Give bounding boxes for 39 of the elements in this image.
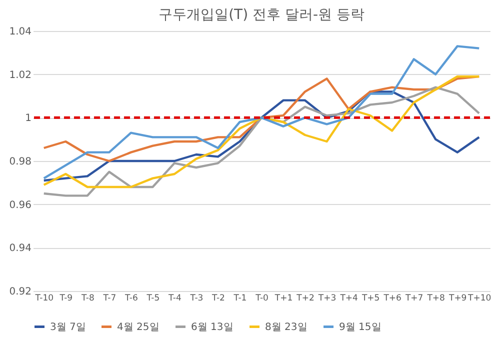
legend-label: 9월 15일 bbox=[339, 322, 382, 333]
line-series bbox=[42, 75, 480, 162]
x-tick-label: T+1 bbox=[274, 294, 293, 304]
x-tick-label: T+7 bbox=[404, 294, 424, 304]
x-tick-label: T+9 bbox=[448, 294, 467, 304]
x-tick-label: T+3 bbox=[317, 294, 336, 304]
x-tick-label: T-7 bbox=[102, 294, 116, 304]
x-tick-label: T-9 bbox=[58, 294, 73, 304]
x-tick-label: T-4 bbox=[168, 294, 182, 304]
x-tick-label: T+6 bbox=[382, 294, 402, 304]
x-tick-label: T+2 bbox=[296, 294, 314, 304]
x-tick-label: T-2 bbox=[211, 294, 225, 304]
line-series bbox=[42, 86, 480, 197]
y-tick-label: 0.98 bbox=[9, 156, 32, 168]
x-tick-label: T-8 bbox=[80, 294, 94, 304]
y-tick-label: 0.94 bbox=[9, 243, 32, 254]
legend-label: 4월 25일 bbox=[117, 322, 160, 333]
line-series bbox=[42, 75, 480, 188]
x-tick-label: T-0 bbox=[254, 294, 268, 304]
legend-label: 3월 7일 bbox=[50, 322, 86, 333]
line-series bbox=[42, 90, 480, 182]
x-tick-label: T+8 bbox=[426, 294, 445, 304]
x-tick-label: T-1 bbox=[232, 294, 247, 304]
legend-label: 6월 13일 bbox=[191, 322, 234, 333]
chart-title: 구두개입일(T) 전후 달러-원 등락 bbox=[158, 7, 364, 23]
x-tick-label: T+5 bbox=[360, 294, 380, 304]
legend-label: 8월 23일 bbox=[265, 322, 308, 333]
y-tick-label: 1.02 bbox=[9, 70, 32, 81]
x-tick-label: T-6 bbox=[124, 294, 138, 304]
y-tick-label: 0.92 bbox=[9, 286, 32, 298]
y-tick-label: 1.04 bbox=[9, 26, 32, 38]
y-tick-label: 1 bbox=[25, 113, 32, 124]
x-tick-label: T-10 bbox=[34, 294, 54, 304]
x-tick-label: T-5 bbox=[146, 294, 160, 304]
line-series bbox=[42, 45, 480, 180]
x-tick-label: T+10 bbox=[467, 294, 492, 304]
x-tick-label: T+4 bbox=[339, 294, 358, 304]
x-tick-label: T-3 bbox=[189, 294, 204, 304]
y-tick-label: 0.96 bbox=[9, 200, 32, 211]
